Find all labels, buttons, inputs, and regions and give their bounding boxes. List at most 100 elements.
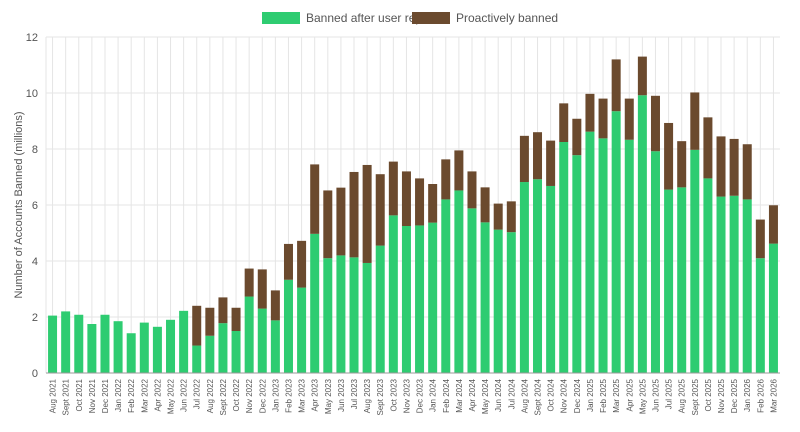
bar-proactive[interactable]: [703, 117, 713, 179]
bar-proactive[interactable]: [192, 305, 202, 346]
bar-reports[interactable]: [519, 182, 529, 373]
bar-proactive[interactable]: [323, 190, 333, 259]
bar-reports[interactable]: [152, 326, 162, 373]
bar-proactive[interactable]: [454, 150, 464, 191]
bar-reports[interactable]: [664, 189, 674, 373]
bar-proactive[interactable]: [611, 59, 621, 112]
bar-reports[interactable]: [48, 315, 58, 373]
bar-reports[interactable]: [677, 187, 687, 373]
bar-reports[interactable]: [323, 258, 333, 373]
bar-proactive[interactable]: [533, 132, 543, 180]
legend-label-reports[interactable]: Banned after user reports: [306, 11, 442, 25]
bar-reports[interactable]: [126, 333, 136, 373]
bar-proactive[interactable]: [205, 307, 215, 336]
bar-proactive[interactable]: [546, 140, 556, 186]
bar-proactive[interactable]: [624, 98, 634, 140]
bar-proactive[interactable]: [349, 171, 359, 258]
bar-proactive[interactable]: [716, 136, 726, 197]
legend-label-proactive[interactable]: Proactively banned: [456, 11, 558, 25]
bar-proactive[interactable]: [742, 144, 752, 200]
bar-reports[interactable]: [729, 195, 739, 373]
bar-proactive[interactable]: [362, 164, 372, 263]
bar-proactive[interactable]: [415, 178, 425, 226]
bar-reports[interactable]: [218, 323, 228, 373]
bar-proactive[interactable]: [506, 201, 516, 233]
bar-proactive[interactable]: [388, 161, 398, 216]
bar-reports[interactable]: [257, 308, 267, 373]
bar-reports[interactable]: [559, 142, 569, 373]
bar-proactive[interactable]: [677, 141, 687, 188]
bar-proactive[interactable]: [637, 56, 647, 96]
bar-proactive[interactable]: [231, 307, 241, 331]
bar-reports[interactable]: [336, 255, 346, 373]
bar-reports[interactable]: [100, 314, 110, 373]
bar-proactive[interactable]: [257, 269, 267, 309]
bar-proactive[interactable]: [755, 219, 765, 259]
bar-reports[interactable]: [74, 314, 84, 373]
bar-reports[interactable]: [362, 262, 372, 373]
bar-reports[interactable]: [415, 225, 425, 373]
bar-reports[interactable]: [61, 311, 71, 373]
bar-reports[interactable]: [585, 131, 595, 373]
bar-reports[interactable]: [480, 222, 490, 373]
legend-swatch-proactive[interactable]: [412, 12, 450, 24]
bar-proactive[interactable]: [690, 92, 700, 150]
bar-reports[interactable]: [244, 296, 254, 373]
bar-reports[interactable]: [166, 319, 176, 373]
bar-proactive[interactable]: [467, 171, 477, 209]
bar-proactive[interactable]: [650, 95, 660, 152]
bar-reports[interactable]: [310, 233, 320, 373]
bar-proactive[interactable]: [441, 159, 451, 200]
bar-proactive[interactable]: [768, 205, 778, 244]
bar-proactive[interactable]: [244, 268, 254, 297]
bar-proactive[interactable]: [598, 98, 608, 139]
bar-proactive[interactable]: [401, 171, 411, 226]
bar-reports[interactable]: [401, 226, 411, 373]
bar-reports[interactable]: [454, 190, 464, 373]
legend-swatch-reports[interactable]: [262, 12, 300, 24]
bar-proactive[interactable]: [559, 103, 569, 142]
bar-reports[interactable]: [624, 139, 634, 373]
bar-reports[interactable]: [755, 258, 765, 373]
bar-reports[interactable]: [375, 245, 385, 373]
bar-reports[interactable]: [506, 232, 516, 373]
bar-reports[interactable]: [283, 279, 293, 373]
bar-proactive[interactable]: [585, 93, 595, 132]
bar-reports[interactable]: [742, 199, 752, 373]
bar-reports[interactable]: [192, 345, 202, 373]
bar-proactive[interactable]: [336, 187, 346, 256]
bar-reports[interactable]: [637, 95, 647, 374]
bar-reports[interactable]: [113, 321, 123, 373]
bar-proactive[interactable]: [480, 187, 490, 223]
bar-reports[interactable]: [205, 335, 215, 373]
bar-proactive[interactable]: [428, 184, 438, 223]
bar-reports[interactable]: [441, 199, 451, 373]
bar-reports[interactable]: [270, 320, 280, 373]
bar-reports[interactable]: [428, 222, 438, 373]
bar-proactive[interactable]: [297, 240, 307, 288]
bar-reports[interactable]: [388, 215, 398, 373]
bar-reports[interactable]: [572, 155, 582, 373]
bar-reports[interactable]: [650, 151, 660, 373]
bar-proactive[interactable]: [572, 118, 582, 156]
bar-reports[interactable]: [349, 257, 359, 373]
bar-reports[interactable]: [139, 322, 149, 373]
bar-reports[interactable]: [598, 138, 608, 373]
bar-reports[interactable]: [87, 324, 97, 373]
bar-reports[interactable]: [690, 149, 700, 373]
bar-reports[interactable]: [297, 287, 307, 373]
bar-proactive[interactable]: [519, 135, 529, 183]
bar-proactive[interactable]: [729, 138, 739, 196]
bar-reports[interactable]: [546, 185, 556, 373]
bar-proactive[interactable]: [270, 290, 280, 321]
bar-proactive[interactable]: [664, 122, 674, 190]
bar-reports[interactable]: [611, 111, 621, 373]
bar-proactive[interactable]: [310, 164, 320, 234]
bar-reports[interactable]: [493, 229, 503, 373]
bar-reports[interactable]: [703, 178, 713, 373]
bar-proactive[interactable]: [218, 297, 228, 324]
bar-reports[interactable]: [533, 179, 543, 373]
bar-proactive[interactable]: [283, 243, 293, 280]
bar-reports[interactable]: [716, 196, 726, 373]
bar-proactive[interactable]: [493, 203, 503, 230]
